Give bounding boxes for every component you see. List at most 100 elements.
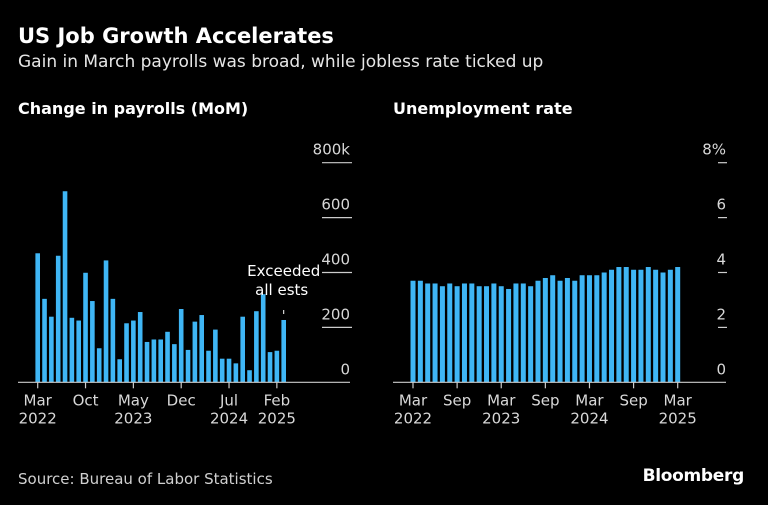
payrolls-xtick-year: 2024 — [210, 409, 248, 427]
payrolls-bar — [213, 329, 218, 383]
payrolls-xtick-label: May — [118, 391, 149, 409]
unemployment-bar — [667, 269, 673, 383]
unemployment-bar — [447, 283, 453, 383]
unemployment-bar — [513, 283, 519, 383]
unemployment-ytick-label: 4 — [716, 251, 726, 269]
unemployment-bar — [417, 280, 423, 383]
payrolls-bar — [254, 311, 259, 383]
annotation-text-line1: Exceeded — [247, 262, 320, 280]
bloomberg-logo: Bloomberg — [642, 466, 745, 486]
payrolls-bar — [137, 312, 143, 383]
unemployment-bar — [660, 272, 666, 383]
payrolls-bar — [267, 352, 273, 383]
unemployment-bar — [586, 275, 592, 383]
unemployment-ytick-label: 0 — [716, 360, 726, 378]
payrolls-ytick-label: 0 — [340, 360, 350, 378]
payrolls-bar — [281, 319, 286, 383]
unemployment-bar — [550, 275, 556, 383]
payrolls-panel-title: Change in payrolls (MoM) — [18, 99, 249, 118]
payrolls-bar — [90, 301, 95, 383]
payrolls-bar — [35, 253, 40, 383]
chart-title: US Job Growth Accelerates — [18, 24, 334, 48]
unemployment-xtick-label: Mar — [399, 391, 428, 409]
unemployment-ytick-label: 6 — [716, 196, 726, 214]
unemployment-xtick-year: 2024 — [570, 409, 608, 427]
unemployment-bar — [439, 286, 445, 383]
payrolls-bar — [172, 344, 177, 383]
payrolls-bar — [117, 359, 122, 383]
unemployment-xtick-year: 2022 — [394, 409, 432, 427]
unemployment-xtick-label: Mar — [575, 391, 604, 409]
unemployment-bar — [638, 269, 644, 383]
payrolls-bar — [260, 294, 266, 383]
unemployment-bar — [572, 280, 578, 383]
unemployment-bar — [461, 283, 467, 383]
chart-subtitle: Gain in March payrolls was broad, while … — [18, 52, 544, 72]
annotation-text-line2: all ests — [255, 281, 308, 299]
payrolls-bar — [206, 350, 211, 383]
payrolls-ytick-label: 800k — [313, 141, 351, 159]
unemployment-bar — [579, 275, 585, 383]
unemployment-bar — [469, 283, 475, 383]
payrolls-bar — [42, 298, 47, 383]
unemployment-bar — [535, 280, 541, 383]
payrolls-bar — [76, 320, 81, 383]
payrolls-bar — [96, 348, 102, 383]
payrolls-bar — [274, 350, 280, 383]
unemployment-bar — [601, 272, 607, 383]
unemployment-bar — [528, 286, 534, 383]
source-note: Source: Bureau of Labor Statistics — [18, 470, 273, 488]
unemployment-bar — [425, 283, 431, 383]
unemployment-bar — [506, 288, 512, 383]
unemployment-bar — [491, 283, 497, 383]
payrolls-bar — [158, 339, 163, 383]
unemployment-bar — [631, 269, 637, 383]
unemployment-bar — [645, 267, 651, 383]
unemployment-bar — [432, 283, 438, 383]
payrolls-ytick-label: 200 — [321, 305, 350, 323]
payrolls-bar — [55, 255, 61, 383]
unemployment-xtick-label: Sep — [443, 391, 471, 409]
unemployment-bar — [594, 275, 600, 383]
payrolls-bar — [110, 298, 116, 383]
payrolls-bar — [144, 341, 150, 383]
payrolls-bar — [226, 358, 232, 383]
payrolls-bar — [83, 272, 88, 383]
unemployment-bar — [498, 286, 504, 383]
payrolls-bar — [49, 316, 54, 383]
unemployment-bar — [410, 280, 416, 383]
payrolls-xtick-label: Oct — [73, 391, 99, 409]
payrolls-bar — [131, 320, 136, 383]
payrolls-bar — [151, 339, 157, 383]
payrolls-bar — [233, 363, 239, 383]
payrolls-ytick-label: 600 — [321, 196, 350, 214]
payrolls-bar — [178, 309, 184, 383]
unemployment-panel-title: Unemployment rate — [393, 99, 573, 118]
unemployment-ytick-label: 2 — [716, 305, 726, 323]
payrolls-ytick-label: 400 — [321, 251, 350, 269]
payrolls-bar — [240, 316, 245, 383]
payrolls-xtick-label: Feb — [264, 391, 291, 409]
payrolls-xtick-year: 2023 — [114, 409, 152, 427]
unemployment-bar — [557, 280, 563, 383]
unemployment-bar — [616, 267, 622, 383]
payrolls-xtick-label: Jul — [219, 391, 238, 409]
unemployment-xtick-label: Sep — [619, 391, 647, 409]
payrolls-xtick-label: Mar — [24, 391, 53, 409]
payrolls-xtick-year: 2022 — [19, 409, 57, 427]
unemployment-xtick-label: Mar — [487, 391, 516, 409]
payrolls-bar — [219, 358, 225, 383]
payrolls-bar — [124, 323, 129, 383]
unemployment-bar — [484, 286, 490, 383]
payrolls-bar — [103, 260, 109, 383]
unemployment-xtick-label: Mar — [664, 391, 693, 409]
unemployment-bar — [653, 269, 659, 383]
unemployment-xtick-year: 2025 — [659, 409, 697, 427]
unemployment-bar — [520, 283, 526, 383]
unemployment-bar — [609, 269, 615, 383]
payrolls-bar — [192, 321, 198, 383]
payrolls-bar — [185, 349, 191, 383]
payrolls-xtick-year: 2025 — [258, 409, 296, 427]
unemployment-xtick-label: Sep — [531, 391, 559, 409]
